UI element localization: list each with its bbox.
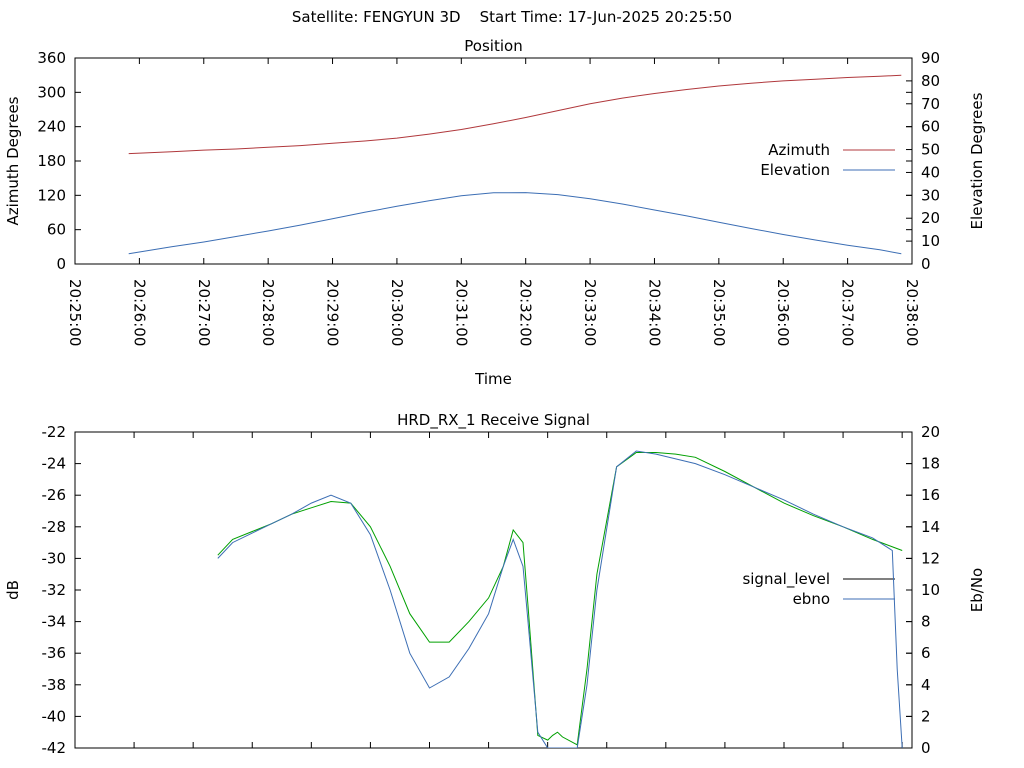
y2-axis-label: Elevation Degrees [968,92,986,229]
y-tick-label: -26 [42,486,67,504]
legend-label: ebno [793,590,830,608]
x-tick-label: 20:27:00 [195,279,213,346]
y2-tick-label: 16 [921,486,940,504]
y-tick-label: 300 [37,83,66,101]
y2-tick-label: 20 [921,423,940,441]
legend-label: signal_level [742,570,830,589]
y-tick-label: -40 [42,707,67,725]
y2-tick-label: 8 [921,613,931,631]
satellite-label: Satellite: FENGYUN 3D [291,8,461,26]
y-tick-label: -30 [42,549,67,567]
y2-tick-label: 20 [921,209,940,227]
y-tick-label: -42 [42,739,67,757]
x-tick-label: 20:37:00 [839,279,857,346]
y-tick-label: -28 [42,518,67,536]
y-tick-label: 0 [56,255,66,273]
y2-tick-label: 18 [921,455,940,473]
plot-frame-2 [74,431,913,749]
series-line-elevation [128,192,902,255]
series-line-ebno [217,450,903,748]
y-tick-label: 120 [37,186,66,204]
x-tick-label: 20:30:00 [388,279,406,346]
y2-tick-label: 70 [921,95,940,113]
page-title: Satellite: FENGYUN 3D Start Time: 17-Jun… [0,8,1024,26]
y-tick-label: -32 [42,581,67,599]
y2-axis-label: Eb/No [968,568,986,612]
x-tick-label: 20:33:00 [581,279,599,346]
y2-tick-label: 14 [921,518,940,536]
y-tick-label: 180 [37,152,66,170]
y2-tick-label: 40 [921,163,940,181]
x-tick-label: 20:34:00 [645,279,663,346]
y2-tick-label: 10 [921,581,940,599]
chart-title-2: HRD_RX_1 Receive Signal [397,411,590,430]
y2-tick-label: 50 [921,141,940,159]
y-tick-label: -34 [42,613,67,631]
x-tick-label: 20:31:00 [452,279,470,346]
y-tick-label: 240 [37,118,66,136]
x-axis-label: Time [474,370,512,388]
legend-label: Elevation [760,161,830,179]
y-tick-label: -22 [42,423,67,441]
x-tick-label: 20:36:00 [774,279,792,346]
y-tick-label: 360 [37,49,66,67]
y-tick-label: -36 [42,644,67,662]
y2-tick-label: 0 [921,739,931,757]
x-tick-label: 20:28:00 [259,279,277,346]
y2-tick-label: 6 [921,644,931,662]
y2-tick-label: 80 [921,72,940,90]
y-axis-label: dB [4,580,22,600]
y2-tick-label: 10 [921,232,940,250]
x-tick-label: 20:35:00 [710,279,728,346]
chart-title-1: Position [464,37,522,55]
x-tick-label: 20:26:00 [130,279,148,346]
y2-tick-label: 0 [921,255,931,273]
y-tick-label: 60 [47,221,66,239]
x-tick-label: 20:29:00 [324,279,342,346]
y2-tick-label: 60 [921,118,940,136]
x-tick-label: 20:25:00 [66,279,84,346]
x-tick-label: 20:32:00 [517,279,535,346]
y2-tick-label: 2 [921,707,931,725]
x-tick-label: 20:38:00 [903,279,921,346]
series-line-signal-level [217,452,903,746]
y-axis-label: Azimuth Degrees [4,96,22,225]
y2-tick-label: 12 [921,549,940,567]
legend-label: Azimuth [768,141,830,159]
y-tick-label: -38 [42,676,67,694]
start-time-label: Start Time: 17-Jun-2025 20:25:50 [479,8,733,26]
y2-tick-label: 4 [921,676,931,694]
y2-tick-label: 90 [921,49,940,67]
y-tick-label: -24 [42,455,67,473]
y2-tick-label: 30 [921,186,940,204]
series-line-azimuth [128,74,902,155]
